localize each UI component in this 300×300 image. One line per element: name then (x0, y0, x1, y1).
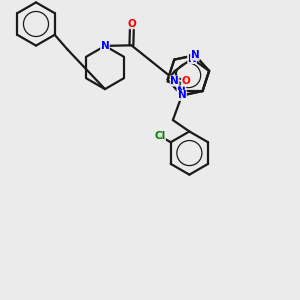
Text: N: N (190, 50, 199, 60)
Text: N: N (178, 91, 186, 100)
Text: N: N (170, 76, 179, 86)
Text: N: N (188, 53, 196, 64)
Text: Cl: Cl (154, 131, 165, 141)
Text: N: N (100, 41, 109, 51)
Text: N: N (177, 86, 186, 96)
Text: O: O (128, 19, 136, 29)
Text: O: O (181, 76, 190, 86)
